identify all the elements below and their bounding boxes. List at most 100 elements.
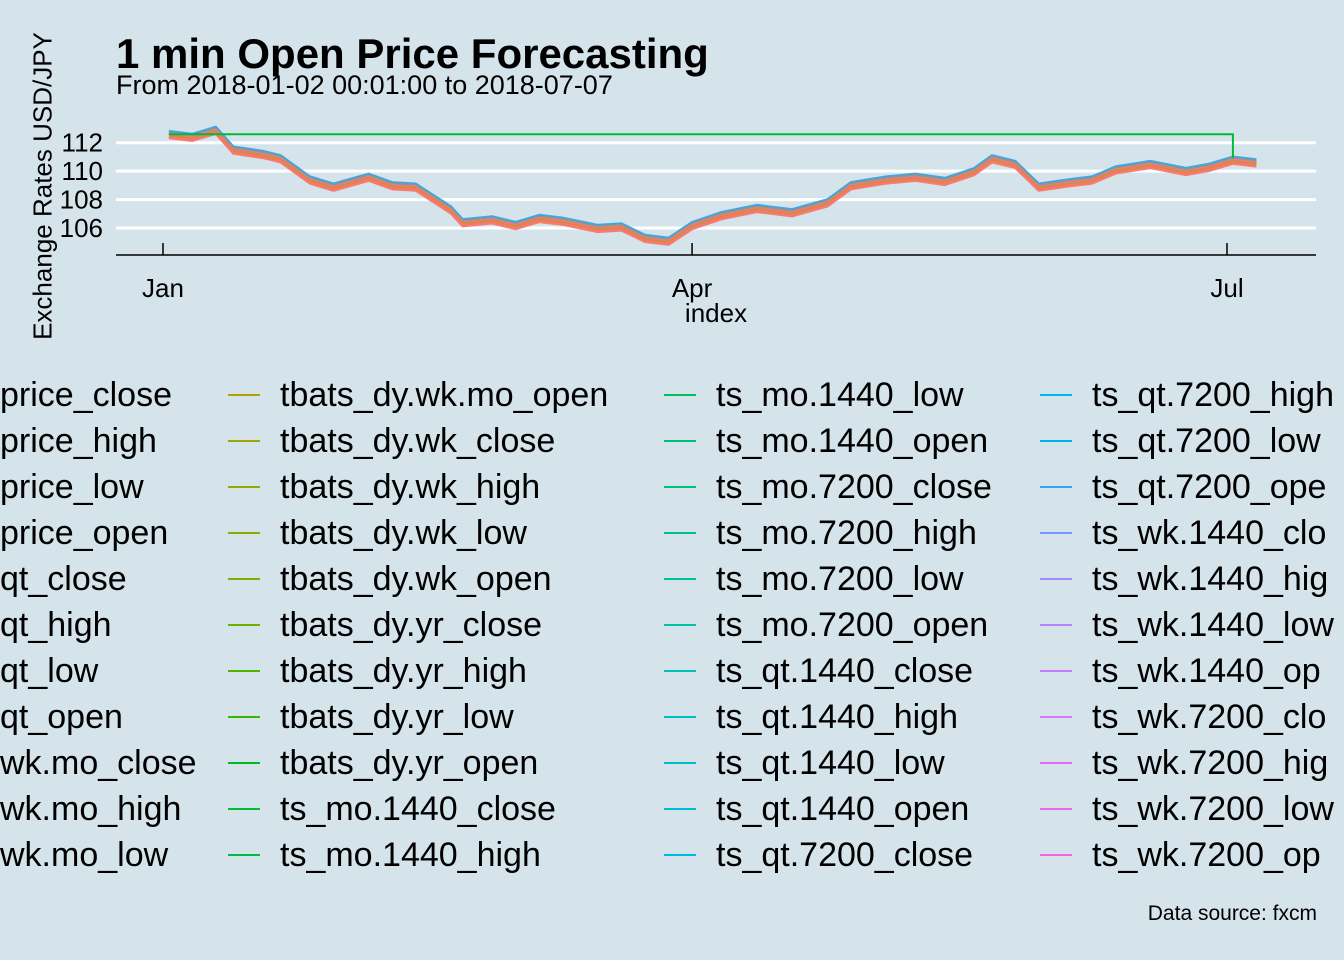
legend-label: ts_wk.1440_hig bbox=[1092, 559, 1329, 598]
legend-item: ts_wk.1440_hig bbox=[1040, 556, 1328, 602]
series-line-price_close bbox=[168, 131, 1257, 246]
y-tick-label-110: 110 bbox=[62, 156, 103, 186]
legend-item: ts_mo.7200_high bbox=[664, 510, 977, 556]
legend-key-line bbox=[1040, 716, 1072, 718]
legend-item: price_close bbox=[0, 372, 172, 418]
legend-item: ts_wk.1440_op bbox=[1040, 648, 1321, 694]
legend-label: ts_mo.7200_open bbox=[716, 605, 989, 644]
legend-label: ts_qt.7200_ope bbox=[1092, 467, 1327, 506]
legend-key-line bbox=[664, 578, 696, 580]
legend-key-line bbox=[228, 624, 260, 626]
legend-key-line bbox=[228, 394, 260, 396]
legend-label: ts_mo.1440_open bbox=[716, 421, 989, 460]
legend-key-line bbox=[1040, 670, 1072, 672]
y-tick-label-108: 108 bbox=[60, 185, 103, 215]
legend-item: ts_qt.7200_close bbox=[664, 832, 973, 878]
legend-label: ts_wk.7200_op bbox=[1092, 835, 1321, 874]
legend-label: tbats_dy.wk_open bbox=[280, 559, 552, 598]
legend-item: ts_qt.7200_low bbox=[1040, 418, 1321, 464]
legend: price_close price_high price_low price_open… bbox=[0, 372, 1344, 882]
legend-item: tbats_dy.wk.mo_open bbox=[228, 372, 608, 418]
legend-item: ts_qt.7200_high bbox=[1040, 372, 1334, 418]
legend-item: wk.mo_low bbox=[0, 832, 168, 878]
legend-key-line bbox=[228, 670, 260, 672]
legend-label: qt_open bbox=[0, 697, 123, 736]
legend-key-line bbox=[664, 440, 696, 442]
legend-key-line bbox=[228, 762, 260, 764]
legend-item: ts_mo.1440_open bbox=[664, 418, 988, 464]
legend-label: tbats_dy.wk_close bbox=[280, 421, 556, 460]
legend-key-line bbox=[664, 716, 696, 718]
legend-key-line bbox=[1040, 440, 1072, 442]
legend-item: tbats_dy.wk_high bbox=[228, 464, 540, 510]
legend-item: ts_qt.7200_ope bbox=[1040, 464, 1326, 510]
chart-title: 1 min Open Price Forecasting bbox=[116, 30, 709, 77]
series-lines bbox=[168, 125, 1257, 246]
legend-label: ts_mo.1440_close bbox=[280, 789, 556, 828]
legend-key-line bbox=[1040, 624, 1072, 626]
legend-item: tbats_dy.yr_high bbox=[228, 648, 527, 694]
legend-item: ts_wk.7200_op bbox=[1040, 832, 1321, 878]
legend-key-line bbox=[664, 808, 696, 810]
legend-key-line bbox=[664, 394, 696, 396]
legend-label: ts_wk.7200_low bbox=[1092, 789, 1334, 828]
legend-item: ts_mo.1440_close bbox=[228, 786, 556, 832]
legend-item: ts_mo.1440_low bbox=[664, 372, 964, 418]
legend-key-line bbox=[664, 762, 696, 764]
legend-key-line bbox=[1040, 808, 1072, 810]
legend-label: ts_mo.7200_low bbox=[716, 559, 964, 598]
legend-label: wk.mo_low bbox=[0, 835, 169, 874]
legend-item: ts_mo.7200_close bbox=[664, 464, 992, 510]
legend-label: ts_qt.1440_high bbox=[716, 697, 958, 736]
legend-key-line bbox=[228, 854, 260, 856]
legend-label: price_high bbox=[0, 421, 157, 460]
legend-item: wk.mo_high bbox=[0, 786, 181, 832]
legend-key-line bbox=[1040, 394, 1072, 396]
legend-label: ts_wk.1440_clo bbox=[1092, 513, 1327, 552]
legend-label: price_open bbox=[0, 513, 169, 552]
legend-item: price_low bbox=[0, 464, 144, 510]
legend-label: tbats_dy.yr_open bbox=[280, 743, 539, 782]
legend-label: qt_high bbox=[0, 605, 112, 644]
legend-label: ts_mo.1440_low bbox=[716, 375, 964, 414]
legend-item: ts_qt.1440_open bbox=[664, 786, 969, 832]
x-tick-label-jul: Jul bbox=[1210, 273, 1243, 303]
legend-key-line bbox=[664, 486, 696, 488]
legend-key-line bbox=[228, 716, 260, 718]
legend-item: ts_qt.1440_low bbox=[664, 740, 945, 786]
legend-label: tbats_dy.yr_close bbox=[280, 605, 543, 644]
legend-key-line bbox=[228, 578, 260, 580]
legend-label: ts_wk.1440_low bbox=[1092, 605, 1334, 644]
legend-key-line bbox=[1040, 762, 1072, 764]
legend-item: ts_wk.7200_low bbox=[1040, 786, 1334, 832]
x-axis-label: index bbox=[684, 298, 748, 328]
legend-key-line bbox=[664, 624, 696, 626]
legend-label: qt_close bbox=[0, 559, 127, 598]
legend-item: tbats_dy.yr_low bbox=[228, 694, 514, 740]
legend-item: ts_mo.1440_high bbox=[228, 832, 541, 878]
legend-label: ts_qt.7200_close bbox=[716, 835, 974, 874]
legend-label: qt_low bbox=[0, 651, 99, 690]
legend-item: tbats_dy.yr_close bbox=[228, 602, 542, 648]
legend-item: ts_wk.7200_clo bbox=[1040, 694, 1326, 740]
legend-label: ts_wk.7200_hig bbox=[1092, 743, 1329, 782]
legend-item: ts_wk.1440_low bbox=[1040, 602, 1334, 648]
legend-item: wk.mo_close bbox=[0, 740, 197, 786]
legend-key-line bbox=[1040, 854, 1072, 856]
legend-label: tbats_dy.wk_high bbox=[280, 467, 541, 506]
legend-key-line bbox=[1040, 532, 1072, 534]
legend-item: tbats_dy.wk_low bbox=[228, 510, 527, 556]
legend-item: qt_low bbox=[0, 648, 98, 694]
legend-key-line bbox=[228, 808, 260, 810]
legend-label: ts_mo.1440_high bbox=[280, 835, 541, 874]
legend-item: qt_high bbox=[0, 602, 112, 648]
legend-label: ts_wk.1440_op bbox=[1092, 651, 1321, 690]
legend-label: price_close bbox=[0, 375, 172, 414]
legend-label: ts_qt.1440_open bbox=[716, 789, 970, 828]
legend-label: tbats_dy.wk.mo_open bbox=[280, 375, 609, 414]
y-tick-label-106: 106 bbox=[60, 213, 103, 243]
series-line-ts_qt.7200_ope bbox=[168, 125, 1257, 239]
legend-key-line bbox=[1040, 578, 1072, 580]
